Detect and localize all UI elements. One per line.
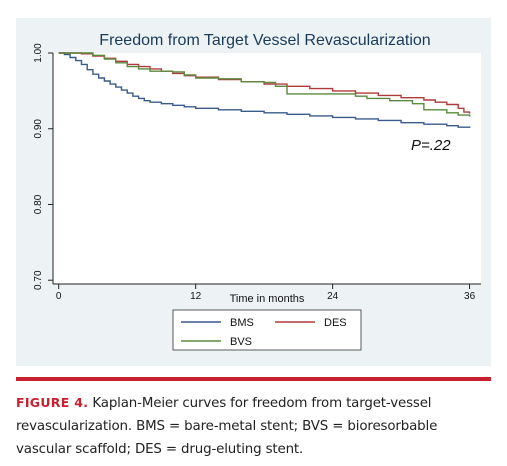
p-value-annotation: P=.22 bbox=[411, 137, 451, 154]
series-line-bms bbox=[58, 52, 471, 128]
figure-caption: FIGURE 4. Kaplan-Meier curves for freedo… bbox=[16, 391, 494, 461]
legend-label-bms: BMS bbox=[230, 317, 254, 329]
y-tick-label: 0.90 bbox=[33, 119, 44, 139]
y-tick-label: 0.70 bbox=[33, 270, 44, 290]
km-chart: Freedom from Target Vessel Revasculariza… bbox=[33, 32, 481, 351]
caption-text: Kaplan-Meier curves for freedom from tar… bbox=[16, 396, 438, 457]
series-layer bbox=[58, 52, 471, 128]
legend-label-bvs: BVS bbox=[230, 336, 252, 348]
chart-title: Freedom from Target Vessel Revasculariza… bbox=[99, 32, 430, 49]
figure-label: FIGURE 4. bbox=[16, 395, 89, 410]
x-tick-label: 0 bbox=[56, 291, 62, 302]
caption-divider bbox=[16, 377, 491, 381]
x-tick-label: 24 bbox=[327, 291, 339, 302]
x-tick-label: 12 bbox=[190, 291, 202, 302]
x-axis-label: Time in months bbox=[230, 293, 305, 305]
y-tick-label: 0.80 bbox=[33, 194, 44, 214]
legend-label-des: DES bbox=[324, 317, 347, 329]
y-tick-label: 1.00 bbox=[33, 43, 44, 63]
legend: BMS DES BVS bbox=[172, 309, 362, 351]
plot-area bbox=[53, 53, 481, 284]
x-axis: 0 12 24 36 bbox=[53, 283, 481, 302]
series-line-bvs bbox=[58, 52, 471, 117]
legend-box bbox=[172, 309, 362, 351]
chart-panel: Freedom from Target Vessel Revasculariza… bbox=[16, 18, 491, 366]
y-axis: 0.70 0.80 0.90 1.00 bbox=[33, 43, 54, 290]
x-tick-label: 36 bbox=[464, 291, 476, 302]
